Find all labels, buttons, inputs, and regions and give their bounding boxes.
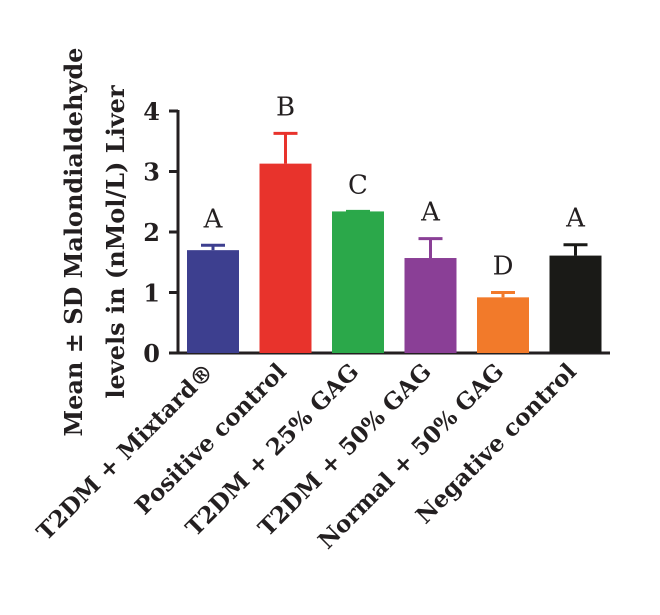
- y-tick-label: 1: [143, 279, 160, 308]
- group-letters: A B C A D A: [203, 92, 587, 281]
- bar: [259, 163, 312, 353]
- group-letter: A: [565, 204, 586, 234]
- group-letter: A: [420, 198, 441, 228]
- group-letter: D: [493, 252, 514, 282]
- group-letter: A: [203, 204, 224, 234]
- y-axis-label-line-1: Mean ± SD Malondialdehyde: [59, 48, 88, 437]
- bar: [187, 250, 239, 353]
- group-letter: C: [348, 170, 368, 200]
- bars: [187, 163, 602, 353]
- axes: [176, 110, 610, 355]
- bar: [549, 255, 602, 353]
- y-ticks: 0 1 2 3 4: [143, 97, 178, 368]
- bar: [477, 297, 529, 353]
- group-letter: B: [276, 92, 295, 122]
- y-axis-label-line-2: levels in (nMol/L) Liver: [101, 85, 130, 399]
- bar: [404, 258, 457, 353]
- y-tick-label: 0: [143, 339, 160, 368]
- bar: [332, 211, 384, 353]
- y-tick-label: 4: [143, 97, 160, 126]
- y-tick-label: 2: [143, 218, 160, 247]
- y-tick-label: 3: [143, 158, 160, 187]
- error-bars: [201, 131, 588, 298]
